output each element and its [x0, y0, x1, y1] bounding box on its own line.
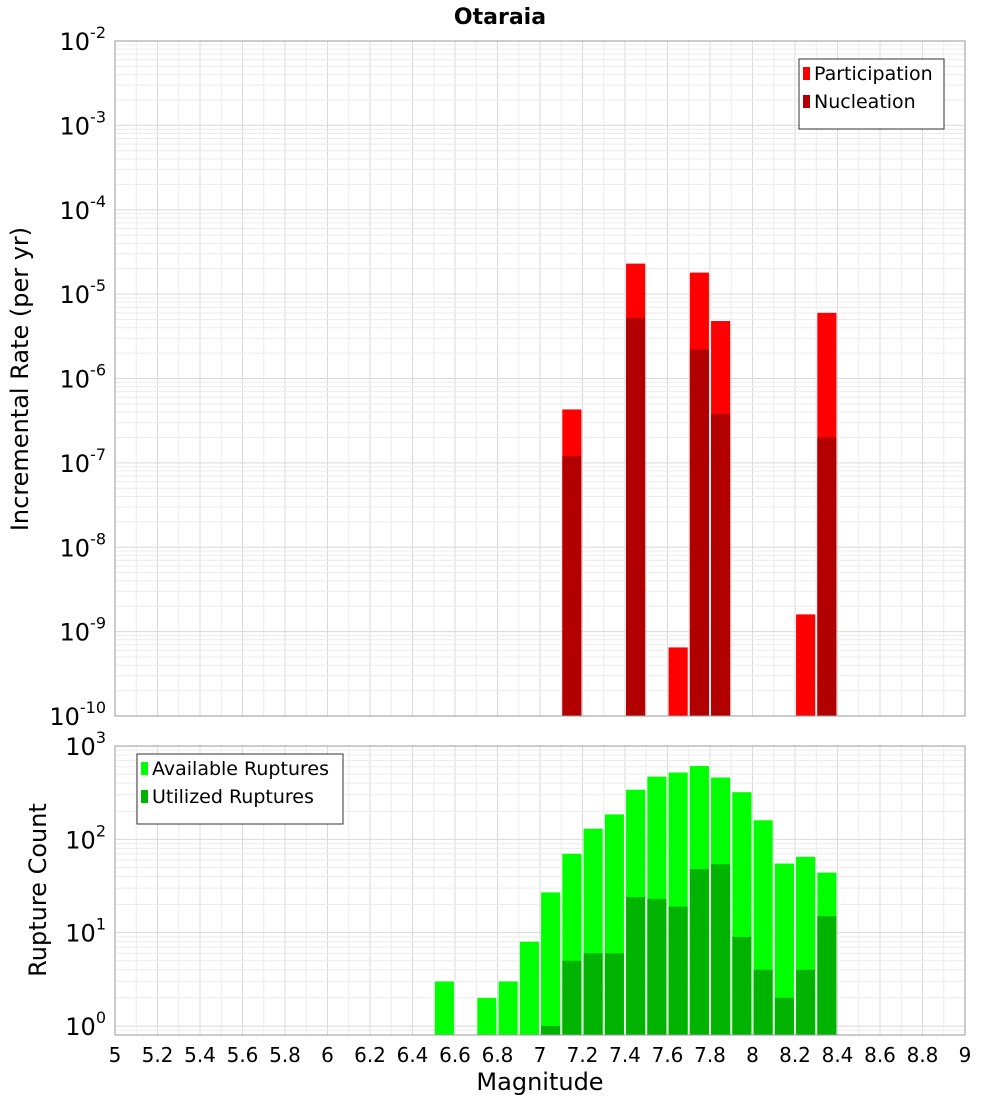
x-tick-label: 5.2	[142, 1043, 174, 1067]
top-plot-border	[114, 40, 966, 717]
top-y-tick-label: 10-2	[60, 23, 107, 56]
x-tick-label: 6.6	[439, 1043, 471, 1067]
bottom-series-available-ruptures	[434, 766, 837, 1035]
top-legend-swatch	[803, 67, 810, 80]
x-tick-label: 8.2	[779, 1043, 811, 1067]
bottom-legend-label: Available Ruptures	[152, 758, 329, 780]
top-y-tick-label: 10-10	[49, 698, 106, 731]
bottom-bar	[817, 916, 837, 1035]
bottom-bar	[774, 997, 794, 1035]
top-y-tick-label: 10-4	[60, 192, 107, 225]
x-tick-label: 7.6	[652, 1043, 684, 1067]
x-tick-label: 7.4	[609, 1043, 641, 1067]
top-y-axis-title: Incremental Rate (per yr)	[6, 227, 34, 531]
bottom-bar	[753, 969, 773, 1035]
top-y-tick-label: 10-9	[60, 614, 107, 647]
bottom-bar	[647, 898, 667, 1035]
x-tick-label: 5.4	[184, 1043, 216, 1067]
top-bar	[626, 318, 646, 716]
x-tick-label: 7	[534, 1043, 547, 1067]
bottom-legend: Available Ruptures Utilized Ruptures	[136, 753, 344, 825]
bottom-legend-swatch	[141, 762, 148, 775]
x-tick-label: 8.8	[907, 1043, 939, 1067]
bottom-y-tick-label: 100	[65, 1008, 106, 1041]
top-y-tick-label: 10-8	[60, 529, 107, 562]
bottom-bar	[562, 960, 582, 1035]
bottom-legend-label: Utilized Ruptures	[152, 786, 314, 808]
x-tick-label: 7.2	[567, 1043, 599, 1067]
x-tick-label: 6	[321, 1043, 334, 1067]
bottom-y-tick-label: 101	[65, 915, 106, 948]
top-bar	[796, 614, 816, 716]
top-grid	[114, 40, 966, 717]
top-legend-label: Participation	[814, 63, 933, 85]
bottom-bar	[519, 941, 539, 1035]
bottom-y-tick-label: 103	[65, 728, 106, 761]
bottom-bar	[604, 953, 624, 1035]
x-tick-label: 6.8	[482, 1043, 514, 1067]
x-tick-label: 9	[959, 1043, 972, 1067]
x-tick-label: 8.4	[822, 1043, 854, 1067]
top-bar	[562, 456, 582, 716]
x-tick-label: 5.8	[269, 1043, 301, 1067]
bottom-bar	[626, 897, 646, 1035]
bottom-bar	[774, 863, 794, 1035]
top-series-nucleation	[562, 318, 837, 716]
bottom-legend-box	[136, 753, 344, 825]
x-tick-label: 5.6	[227, 1043, 259, 1067]
top-y-tick-label: 10-5	[60, 276, 107, 309]
top-bar	[817, 437, 837, 716]
top-y-tick-label: 10-6	[60, 361, 107, 394]
top-bar	[689, 349, 709, 716]
bottom-bar	[541, 1025, 561, 1035]
top-y-tick-label: 10-3	[60, 107, 107, 140]
chart-title: Otaraia	[454, 5, 546, 30]
bottom-bar	[668, 906, 688, 1035]
top-legend-label: Nucleation	[814, 91, 916, 113]
x-tick-label: 6.2	[354, 1043, 386, 1067]
x-tick-label: 7.8	[694, 1043, 726, 1067]
x-axis-title: Magnitude	[476, 1068, 603, 1096]
top-legend-box	[798, 58, 945, 130]
bottom-y-tick-label: 102	[65, 821, 106, 854]
bottom-plot-border	[114, 745, 966, 1036]
bottom-bar	[711, 864, 731, 1035]
top-bar	[711, 413, 731, 716]
bottom-bar	[434, 981, 454, 1035]
top-y-tick-label: 10-7	[60, 445, 107, 478]
x-tick-label: 8.6	[864, 1043, 896, 1067]
bottom-bar	[689, 869, 709, 1035]
bottom-bar	[796, 969, 816, 1035]
bottom-bar	[583, 953, 603, 1035]
bottom-bar	[498, 981, 518, 1035]
bottom-bar	[477, 997, 497, 1035]
bottom-bar	[541, 892, 561, 1035]
x-tick-label: 8	[746, 1043, 759, 1067]
top-bar	[668, 647, 688, 716]
x-tick-label: 5	[109, 1043, 122, 1067]
x-tick-labels: 5 5.2 5.4 5.6 5.8 6 6.2 6.4 6.6 6.8 7 7.2 7.4 7.6 7.8 8…	[109, 1043, 972, 1067]
top-legend: Participation Nucleation	[798, 58, 945, 130]
bottom-bar	[732, 936, 752, 1035]
bottom-plot-area: 100 101 102 103 Available Ruptures Utilized R…	[65, 728, 971, 1067]
x-tick-label: 6.4	[397, 1043, 429, 1067]
bottom-y-axis-title: Rupture Count	[24, 803, 52, 977]
top-legend-swatch	[803, 95, 810, 108]
top-plot-area: 10-10 10-9 10-8 10-7 10-6 10-5 10-4 10-3 10-2 Par…	[49, 23, 966, 731]
bottom-legend-swatch	[141, 790, 148, 803]
bottom-series-utilized-ruptures	[541, 864, 837, 1035]
